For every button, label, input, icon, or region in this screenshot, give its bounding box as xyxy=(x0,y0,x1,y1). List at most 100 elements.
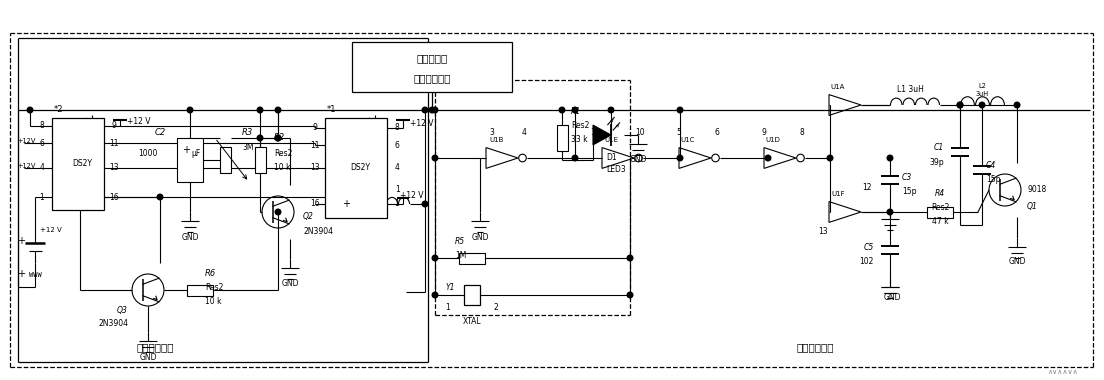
Text: Q1: Q1 xyxy=(1027,201,1038,211)
Text: 4: 4 xyxy=(521,128,527,138)
Text: 47 k: 47 k xyxy=(932,217,948,225)
Circle shape xyxy=(188,107,193,113)
Text: +: + xyxy=(342,199,350,209)
Bar xyxy=(459,252,485,263)
Text: 信号放大模块: 信号放大模块 xyxy=(413,73,450,83)
Circle shape xyxy=(608,107,614,113)
Circle shape xyxy=(827,155,832,161)
Text: +12 V: +12 V xyxy=(127,117,151,127)
Text: 39p: 39p xyxy=(930,157,944,166)
Text: 1: 1 xyxy=(445,302,450,312)
Bar xyxy=(325,118,388,218)
Text: 16: 16 xyxy=(109,193,119,201)
Bar xyxy=(255,147,265,173)
Bar xyxy=(220,147,231,173)
Text: GND: GND xyxy=(181,233,199,242)
Text: DS2Y: DS2Y xyxy=(350,163,370,173)
Circle shape xyxy=(1015,102,1020,108)
Circle shape xyxy=(765,155,771,161)
Bar xyxy=(187,285,213,296)
Text: 1: 1 xyxy=(40,193,44,201)
Text: +: + xyxy=(17,236,25,246)
Text: R4: R4 xyxy=(935,188,945,198)
Text: DS2Y: DS2Y xyxy=(72,160,92,168)
Bar xyxy=(556,125,567,151)
Text: R3: R3 xyxy=(242,128,253,138)
Text: 13: 13 xyxy=(310,163,320,173)
Text: 2: 2 xyxy=(493,302,499,312)
Text: 102: 102 xyxy=(860,258,874,266)
Circle shape xyxy=(422,201,428,207)
Circle shape xyxy=(979,102,985,108)
Circle shape xyxy=(275,135,280,141)
Bar xyxy=(177,138,203,182)
Text: 9: 9 xyxy=(312,124,318,133)
Text: U1B: U1B xyxy=(490,137,505,143)
Text: R5: R5 xyxy=(455,236,465,245)
Circle shape xyxy=(432,155,438,161)
Text: GND: GND xyxy=(139,353,157,363)
Text: 3: 3 xyxy=(489,128,495,138)
Text: 4: 4 xyxy=(40,163,44,173)
Text: R6: R6 xyxy=(205,269,216,277)
Text: 10: 10 xyxy=(635,128,645,138)
Text: 1000: 1000 xyxy=(138,149,158,158)
Text: ∧∨∧∧∨∧: ∧∨∧∧∨∧ xyxy=(1047,369,1078,375)
Text: 13: 13 xyxy=(818,228,828,236)
Text: U1C: U1C xyxy=(681,137,696,143)
Text: 9018: 9018 xyxy=(1027,185,1047,195)
Text: GND: GND xyxy=(629,155,647,165)
Bar xyxy=(464,285,480,305)
Bar xyxy=(352,42,512,92)
Circle shape xyxy=(677,155,682,161)
Text: 1: 1 xyxy=(395,185,400,195)
Text: 6: 6 xyxy=(40,138,44,147)
Text: GND: GND xyxy=(471,233,489,242)
Text: *2: *2 xyxy=(54,105,64,114)
Circle shape xyxy=(572,155,577,161)
Polygon shape xyxy=(593,125,611,145)
Text: C3: C3 xyxy=(902,174,912,182)
Text: 8: 8 xyxy=(799,128,805,138)
Circle shape xyxy=(157,194,162,200)
Circle shape xyxy=(432,255,438,261)
Text: +: + xyxy=(182,145,190,155)
Text: 11: 11 xyxy=(310,141,320,149)
Circle shape xyxy=(429,107,435,113)
Text: +12V: +12V xyxy=(17,138,35,144)
Text: 33 k: 33 k xyxy=(571,136,587,144)
Text: 11: 11 xyxy=(591,128,599,138)
Text: L1 3uH: L1 3uH xyxy=(896,86,923,95)
Text: Q2: Q2 xyxy=(302,212,314,222)
Circle shape xyxy=(432,292,438,298)
Text: Res2: Res2 xyxy=(205,282,223,291)
Circle shape xyxy=(432,107,438,113)
Text: GND: GND xyxy=(883,293,901,302)
Text: 自锁延时电路: 自锁延时电路 xyxy=(136,342,173,352)
Text: 9: 9 xyxy=(762,128,766,138)
Text: C1: C1 xyxy=(934,142,944,152)
Text: GND: GND xyxy=(282,280,299,288)
Text: R1: R1 xyxy=(571,106,581,116)
Circle shape xyxy=(957,102,963,108)
Text: 6: 6 xyxy=(394,141,400,149)
Text: R2: R2 xyxy=(274,133,285,142)
Text: 8: 8 xyxy=(394,124,400,133)
Text: 8: 8 xyxy=(40,122,44,130)
Text: 3M: 3M xyxy=(242,144,254,152)
Circle shape xyxy=(957,102,963,108)
Text: C5: C5 xyxy=(863,244,874,252)
Text: +: + xyxy=(17,269,25,279)
Text: 15p: 15p xyxy=(902,187,916,196)
Text: Res2: Res2 xyxy=(274,149,293,157)
Circle shape xyxy=(257,107,263,113)
Text: 9: 9 xyxy=(112,122,116,130)
Text: U1E: U1E xyxy=(604,137,618,143)
Text: XTAL: XTAL xyxy=(463,318,481,326)
Text: Y1: Y1 xyxy=(446,282,455,291)
Circle shape xyxy=(572,107,577,113)
Text: 10 k: 10 k xyxy=(274,163,290,173)
Text: 12: 12 xyxy=(862,182,872,192)
Circle shape xyxy=(257,135,263,141)
Text: U1D: U1D xyxy=(765,137,781,143)
